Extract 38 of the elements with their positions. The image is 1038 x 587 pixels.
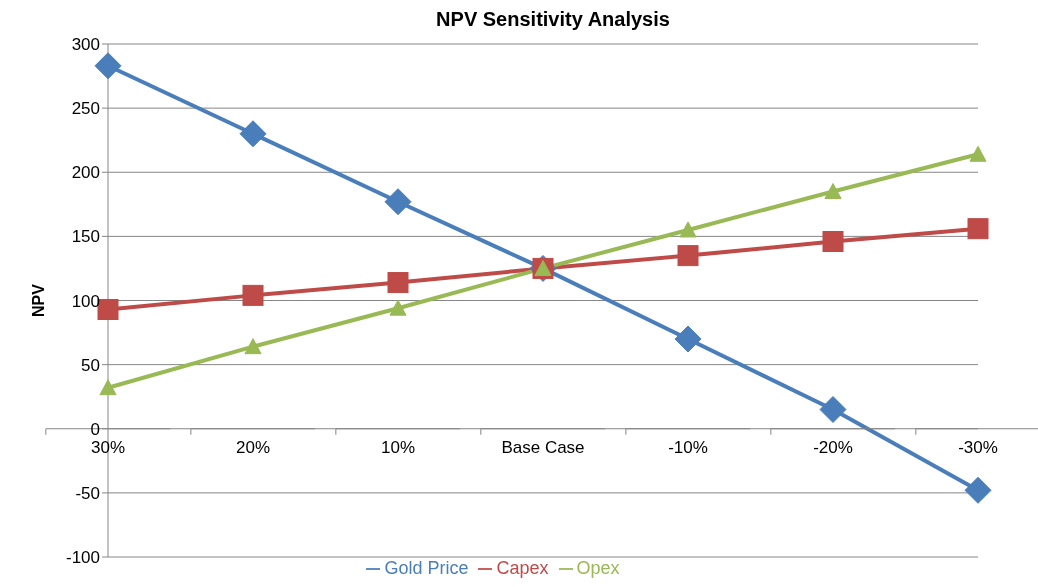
y-tick-label: -100 bbox=[65, 548, 100, 568]
y-tick-label: 200 bbox=[71, 163, 100, 183]
point bbox=[822, 231, 844, 253]
point bbox=[964, 476, 992, 504]
legend-label: Capex bbox=[496, 558, 549, 578]
point bbox=[677, 245, 699, 267]
y-tick-label: 50 bbox=[81, 355, 100, 375]
point bbox=[967, 218, 989, 240]
point bbox=[94, 52, 122, 80]
y-tick-label: 300 bbox=[71, 35, 100, 55]
y-tick-label: 100 bbox=[71, 291, 100, 311]
point bbox=[969, 145, 987, 162]
point bbox=[239, 120, 267, 148]
point bbox=[819, 396, 847, 424]
point bbox=[679, 221, 697, 238]
x-tick-label: 10% bbox=[380, 437, 416, 457]
point bbox=[244, 338, 262, 355]
chart-title: NPV Sensitivity Analysis bbox=[435, 8, 671, 32]
point bbox=[242, 284, 264, 306]
point bbox=[384, 188, 412, 216]
legend-label: Opex bbox=[576, 558, 620, 578]
x-tick-label: Base Case bbox=[501, 437, 585, 457]
legend-label: Gold Price bbox=[384, 558, 469, 578]
x-tick-label: 30% bbox=[90, 437, 126, 457]
y-tick-label: -50 bbox=[75, 483, 100, 503]
x-tick-label: -10% bbox=[668, 437, 708, 457]
y-axis-title: NPV bbox=[29, 283, 47, 317]
point bbox=[824, 182, 842, 199]
point bbox=[387, 272, 409, 294]
y-tick-label: 150 bbox=[71, 227, 100, 247]
point bbox=[389, 299, 407, 316]
point bbox=[99, 379, 117, 396]
x-tick-label: 20% bbox=[235, 437, 271, 457]
y-tick-label: 0 bbox=[90, 419, 100, 439]
point bbox=[674, 325, 702, 353]
x-tick-label: -20% bbox=[813, 437, 853, 457]
y-tick-label: 250 bbox=[71, 99, 100, 119]
x-tick-label: -30% bbox=[958, 437, 998, 457]
